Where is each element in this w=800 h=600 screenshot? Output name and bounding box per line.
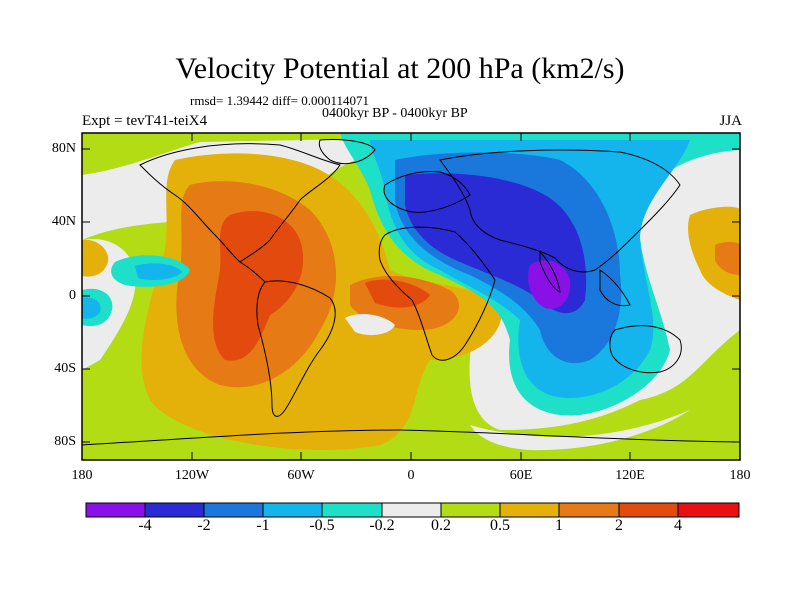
lon-label-180-west: 180 (71, 468, 93, 483)
contour-fill (82, 133, 740, 460)
contour-pacific-positive (688, 206, 740, 300)
colorbar-label: -0.5 (309, 517, 335, 534)
lat-label-40s: 40S (54, 361, 76, 376)
colorbar-box-5 (321, 502, 383, 518)
lon-label-120w: 120W (174, 468, 210, 483)
contour-west-left-orange (82, 239, 109, 277)
contour-positive-red-atlantic (365, 279, 430, 308)
coast-southeast-asia (599, 269, 631, 307)
axis-ticks (82, 133, 740, 460)
colorbar-label: 2 (615, 517, 623, 534)
colorbar-box-1 (85, 502, 146, 518)
coast-north-america (139, 143, 341, 263)
colorbar-label: 0.2 (431, 517, 451, 534)
colorbar-label: -4 (138, 517, 152, 534)
coast-australia (609, 325, 682, 374)
lon-label-60w: 60W (287, 468, 315, 483)
lat-label-80s: 80S (54, 434, 76, 449)
contour-negative-purple (528, 260, 571, 309)
lat-label-80n: 80N (51, 141, 76, 156)
coast-india (539, 250, 561, 293)
contour-southern-white (470, 410, 690, 451)
colorbar-box-6 (381, 502, 442, 518)
coast-south-america (256, 280, 336, 417)
colorbar-box-8 (499, 502, 560, 518)
coast-central-america (239, 261, 266, 283)
colorbar-box-4 (262, 502, 323, 518)
coast-europe (383, 171, 471, 213)
colorbar-box-7 (440, 502, 501, 518)
colorbar (85, 502, 740, 518)
colorbar-label: 1 (555, 517, 563, 534)
lon-label-180-east: 180 (729, 468, 751, 483)
colorbar-label: 0.5 (490, 517, 510, 534)
colorbar-box-10 (618, 502, 679, 518)
coast-africa (378, 226, 496, 361)
coast-greenland (318, 139, 376, 165)
contour-tropical-white (345, 314, 395, 336)
coast-antarctica (82, 429, 740, 446)
coastlines (82, 139, 740, 446)
lat-label-0: 0 (69, 288, 76, 303)
contour-pacific-negative-inner (82, 297, 101, 319)
lon-label-120e: 120E (615, 468, 645, 483)
contour-positive-red (213, 211, 304, 361)
colorbar-label: -2 (197, 517, 211, 534)
period-label: 0400kyr BP - 0400kyr BP (322, 106, 468, 121)
season-label: JJA (719, 113, 742, 129)
contour-west-lobe-inner (135, 263, 182, 280)
colorbar-box-2 (144, 502, 205, 518)
contour-pacific-positive-inner (715, 241, 740, 275)
colorbar-label: -0.2 (369, 517, 395, 534)
colorbar-box-9 (558, 502, 620, 518)
colorbar-label: 4 (674, 517, 682, 534)
lon-label-0: 0 (407, 468, 415, 483)
lat-label-40n: 40N (51, 214, 76, 229)
colorbar-box-11 (677, 502, 740, 518)
coast-asia (439, 149, 681, 273)
experiment-label: Expt = tevT41-teiX4 (82, 113, 208, 129)
colorbar-box-3 (203, 502, 264, 518)
colorbar-label: -1 (256, 517, 270, 534)
plot-title: Velocity Potential at 200 hPa (km2/s) (175, 52, 625, 85)
lon-label-60e: 60E (509, 468, 533, 483)
stats-subtitle: rmsd= 1.39442 diff= 0.000114071 (190, 93, 369, 108)
